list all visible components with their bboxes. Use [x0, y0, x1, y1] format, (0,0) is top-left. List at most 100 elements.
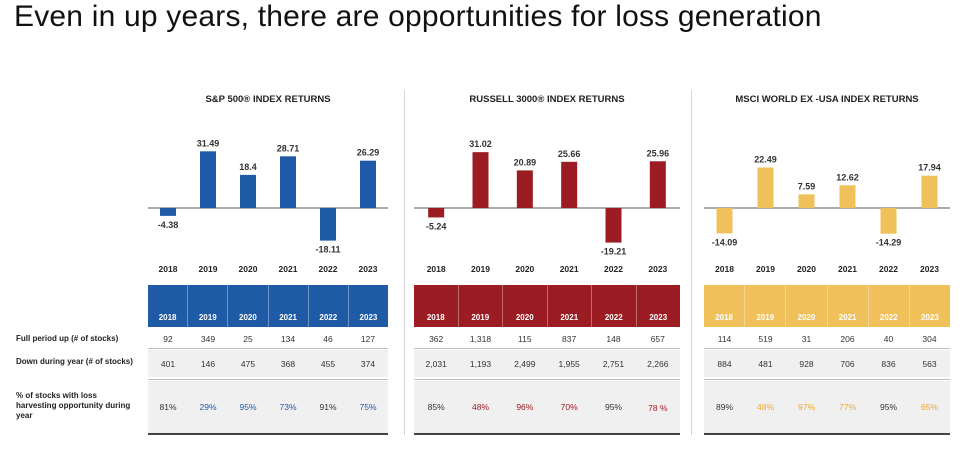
table-cell: 481 [758, 359, 773, 369]
row-rule [148, 379, 388, 380]
panel-divider [691, 90, 692, 435]
panel-divider [404, 90, 405, 435]
year-tick-msci-2022: 2022 [879, 264, 898, 274]
year-header-cell: 2023 [908, 285, 950, 327]
bar-sp500-2020 [240, 174, 256, 208]
bar-sp500-2018 [160, 208, 176, 216]
table-cell: 884 [717, 359, 732, 369]
bar-msci-2018 [716, 208, 733, 234]
bar-russell-2022 [605, 208, 622, 243]
table-bottom-rule [704, 433, 950, 435]
value-label-sp500-2023: 26.29 [357, 148, 380, 158]
page-title: Even in up years, there are opportunitie… [14, 0, 822, 33]
value-label-sp500-2018: -4.38 [158, 220, 179, 230]
value-label-sp500-2022: -18.11 [315, 245, 340, 255]
value-label-msci-2018: -14.09 [712, 237, 738, 247]
table-cell: 1,955 [558, 359, 580, 369]
year-header-cell: 2022 [591, 285, 636, 327]
year-tick-msci-2018: 2018 [715, 264, 734, 274]
bar-sp500-2022 [320, 208, 336, 241]
year-tick-russell-2019: 2019 [471, 264, 490, 274]
value-label-russell-2019: 31.02 [469, 139, 492, 149]
year-header-cell: 2020 [502, 285, 547, 327]
table-cell: 92 [163, 334, 173, 344]
year-header-cell: 2019 [744, 285, 785, 327]
table-cell: 1,193 [469, 359, 492, 369]
bar-msci-2023 [921, 175, 938, 208]
table-cell: 837 [562, 334, 577, 344]
value-label-russell-2018: -5.24 [426, 221, 447, 231]
year-header-cell: 2019 [457, 285, 503, 327]
chart-title-msci: MSCI WORLD EX -USA INDEX RETURNS [735, 94, 919, 105]
value-label-russell-2022: -19.21 [601, 247, 627, 257]
bar-sp500-2021 [280, 156, 296, 208]
row-shade [414, 350, 680, 377]
table-cell: 78 % [648, 403, 668, 413]
year-tick-msci-2021: 2021 [838, 264, 857, 274]
year-tick-sp500-2022: 2022 [319, 264, 338, 274]
table-row-down-during-year-sp500: 401 146 475 368 455 374 [148, 359, 388, 369]
year-header-band-russell: 2018 2019 2020 2021 2022 2023 [414, 285, 680, 327]
year-tick-sp500-2020: 2020 [239, 264, 258, 274]
year-header-band-msci: 2018 2019 2020 2021 2022 2023 [704, 285, 950, 327]
bar-chart-sp500: -4.38 2018 31.49 2019 18.4 2020 28.71 2021 -18.1… [148, 138, 388, 274]
bar-russell-2019 [472, 152, 489, 208]
value-label-russell-2023: 25.96 [647, 148, 670, 158]
table-row-down-during-year-russell: 2,031 1,193 2,499 1,955 2,751 2,266 [414, 359, 680, 369]
year-header-band-sp500: 2018 2019 2020 2021 2022 2023 [148, 285, 388, 327]
row-shade [148, 381, 388, 433]
bar-msci-2020 [798, 194, 815, 208]
table-cell: 2,266 [647, 359, 669, 369]
bar-sp500-2019 [200, 151, 216, 208]
row-shade [148, 350, 388, 377]
table-cell: 25 [243, 334, 253, 344]
table-cell: 2,031 [425, 359, 447, 369]
table-cell: 928 [799, 359, 814, 369]
table-cell: 362 [429, 334, 444, 344]
table-row-full-period-up-msci: 114 519 31 206 40 304 [704, 334, 950, 344]
table-cell: 563 [922, 359, 937, 369]
table-cell: 657 [650, 334, 665, 344]
table-cell: 95% [879, 402, 897, 412]
table-cell: 95% [239, 402, 257, 412]
row-rule [414, 379, 680, 380]
value-label-sp500-2020: 18.4 [239, 162, 257, 172]
year-header-cell: 2020 [227, 285, 267, 327]
table-cell: 134 [280, 334, 296, 344]
bar-msci-2019 [757, 167, 774, 208]
year-header-cell: 2018 [715, 313, 733, 322]
row-label-loss-harvesting: % of stocks with loss harvesting opportu… [16, 391, 131, 420]
value-label-msci-2023: 17.94 [918, 163, 941, 173]
row-shade [704, 381, 950, 433]
table-cell: 349 [200, 334, 216, 344]
value-label-sp500-2019: 31.49 [197, 138, 220, 148]
bar-chart-msci: -14.09 2018 22.49 2019 7.59 2020 12.62 2021 -14.… [704, 155, 950, 274]
chart-title-sp500: S&P 500® INDEX RETURNS [205, 94, 331, 105]
table-cell: 89% [715, 402, 733, 412]
chart-title-russell: RUSSELL 3000® INDEX RETURNS [469, 94, 625, 105]
year-tick-russell-2020: 2020 [515, 264, 534, 274]
table-row-loss-harvesting-pct-msci: 89% 48% 97% 77% 95% 65% [704, 402, 950, 412]
row-label-down-during-year: Down during year (# of stocks) [16, 357, 133, 366]
table-cell: 65% [920, 402, 938, 412]
row-rule [704, 379, 950, 380]
year-header-cell: 2023 [635, 285, 681, 327]
bar-sp500-2023 [360, 160, 376, 208]
bar-russell-2020 [516, 170, 533, 208]
row-rule [148, 348, 388, 349]
year-tick-msci-2019: 2019 [756, 264, 775, 274]
table-cell: 73% [279, 402, 297, 412]
table-cell: 97% [797, 402, 815, 412]
table-row-full-period-up-russell: 362 1,318 115 837 148 657 [414, 334, 680, 344]
year-tick-russell-2022: 2022 [604, 264, 623, 274]
table-cell: 29% [199, 402, 217, 412]
year-tick-russell-2018: 2018 [427, 264, 446, 274]
table-cell: 95% [604, 402, 622, 412]
year-tick-sp500-2018: 2018 [159, 264, 178, 274]
year-tick-sp500-2021: 2021 [279, 264, 298, 274]
value-label-russell-2020: 20.89 [514, 157, 537, 167]
table-cell: 2,499 [514, 359, 536, 369]
year-tick-msci-2020: 2020 [797, 264, 816, 274]
table-cell: 2,751 [602, 359, 625, 369]
year-header-cell: 2018 [158, 313, 177, 322]
